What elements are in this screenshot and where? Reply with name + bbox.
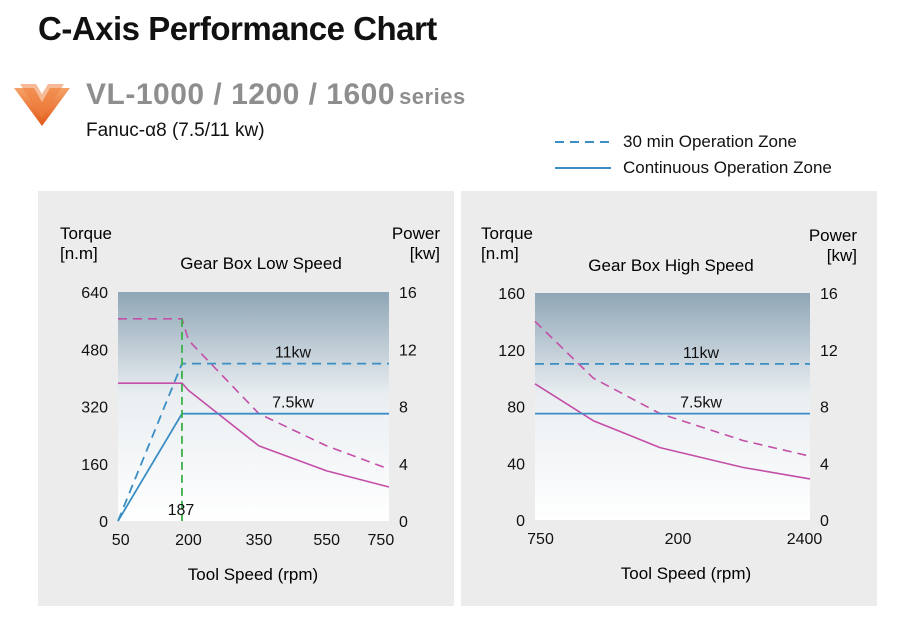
y-right-tick-label: 8 [399, 400, 408, 417]
legend-label: 30 min Operation Zone [623, 132, 797, 151]
y-left-label: Torque [60, 224, 112, 243]
x-axis-label: Tool Speed (rpm) [621, 564, 751, 583]
torque-30min-line [118, 318, 390, 470]
y-right-tick-label: 4 [399, 457, 408, 474]
y-left-tick-label: 160 [81, 457, 108, 474]
chart-title: Gear Box Low Speed [180, 254, 342, 273]
y-left-tick-label: 640 [81, 285, 108, 302]
power-label-11kw: 11kw [275, 345, 312, 362]
x-tick-label: 550 [313, 532, 340, 549]
y-right-unit: [kw] [827, 246, 857, 265]
chart-marks: 0 160 320 480 640 0 4 8 12 16 50 200 350 550 750 187 11k… [81, 285, 417, 549]
x-tick-label: 2400 [787, 531, 823, 548]
chevron-down-icon [14, 84, 70, 126]
y-right-tick-label: 16 [820, 286, 838, 303]
y-left-tick-label: 0 [516, 513, 525, 530]
legend-label: Continuous Operation Zone [623, 158, 832, 177]
y-right-label: Power [809, 226, 858, 245]
chart-gear-box-low-speed: Torque [n.m] Power [kw] Gear Box Low Spe… [38, 191, 454, 606]
chart-marks: 0 40 80 120 160 0 4 8 12 16 750 200 2400 11kw 7.5kw [498, 286, 838, 548]
page-title: C-Axis Performance Chart [38, 10, 437, 47]
legend-solid-swatch [555, 167, 611, 169]
y-right-tick-label: 0 [820, 513, 829, 530]
chart-gear-box-high-speed: Torque [n.m] Power [kw] Gear Box High Sp… [461, 191, 877, 606]
legend-dashed-swatch [555, 141, 611, 143]
series-title: VL-1000 / 1200 / 1600 series [86, 78, 466, 112]
y-left-unit: [n.m] [60, 244, 98, 263]
y-left-tick-label: 480 [81, 342, 108, 359]
y-right-unit: [kw] [410, 244, 440, 263]
y-left-tick-label: 320 [81, 400, 108, 417]
plot-area [535, 293, 810, 520]
x-tick-label: 750 [527, 531, 554, 548]
y-left-unit: [n.m] [481, 244, 519, 263]
y-left-label: Torque [481, 224, 533, 243]
x-tick-label: 750 [368, 532, 395, 549]
x-tick-label: 50 [112, 532, 130, 549]
knee-label: 187 [168, 502, 195, 519]
x-tick-label: 350 [246, 532, 273, 549]
power-label-7-5kw: 7.5kw [272, 395, 314, 412]
y-right-tick-label: 12 [399, 342, 417, 359]
power-label-7-5kw: 7.5kw [680, 395, 722, 412]
y-left-tick-label: 40 [507, 456, 525, 473]
y-right-tick-label: 0 [399, 514, 408, 531]
x-tick-label: 200 [665, 531, 692, 548]
chart-title: Gear Box High Speed [588, 256, 753, 275]
torque-continuous-line [534, 383, 811, 480]
power-label-11kw: 11kw [683, 345, 720, 362]
x-axis-label: Tool Speed (rpm) [188, 565, 318, 584]
motor-label: Fanuc-α8 (7.5/11 kw) [86, 120, 265, 141]
y-left-tick-label: 160 [498, 286, 525, 303]
y-right-tick-label: 16 [399, 285, 417, 302]
y-left-tick-label: 80 [507, 400, 525, 417]
series-name: VL-1000 / 1200 / 1600 [86, 78, 396, 111]
y-right-tick-label: 4 [820, 456, 829, 473]
torque-continuous-line [118, 382, 390, 488]
y-right-tick-label: 12 [820, 343, 838, 360]
y-right-tick-label: 8 [820, 400, 829, 417]
series-suffix: series [399, 84, 466, 109]
plot-area [118, 292, 389, 521]
y-left-tick-label: 0 [99, 514, 108, 531]
y-left-tick-label: 120 [498, 343, 525, 360]
x-tick-label: 200 [175, 532, 202, 549]
y-right-label: Power [392, 224, 441, 243]
